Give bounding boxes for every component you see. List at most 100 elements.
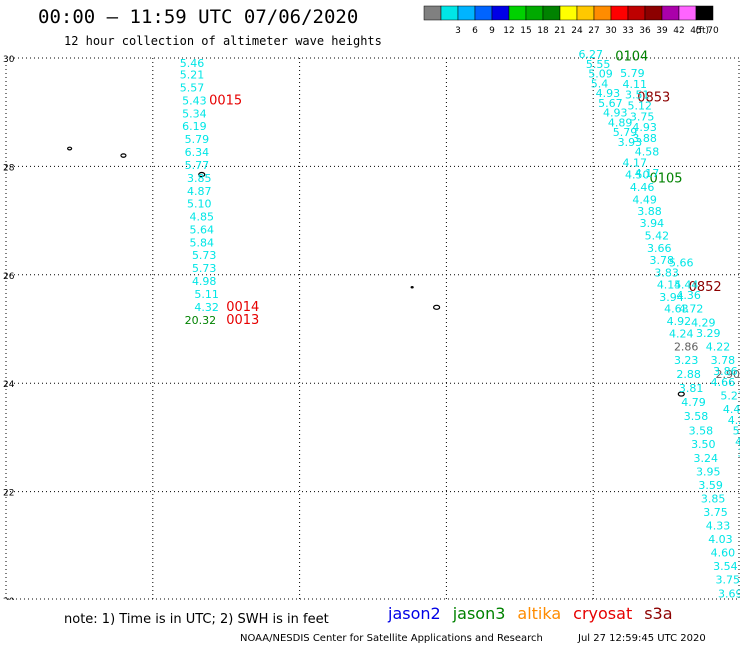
swh-reading: 5.79 bbox=[620, 67, 645, 80]
swh-reading: 5.84 bbox=[190, 237, 215, 250]
legend-label: 33 bbox=[622, 26, 633, 35]
swh-reading: 5.57 bbox=[180, 82, 205, 95]
swh-reading: 5.4 bbox=[591, 77, 609, 90]
swh-reading: 6.19 bbox=[182, 120, 207, 133]
swh-reading: 2.90 bbox=[716, 368, 740, 381]
swh-reading: 5.73 bbox=[192, 262, 217, 275]
legend-label: 27 bbox=[588, 26, 599, 35]
generated-timestamp: Jul 27 12:59:45 UTC 2020 bbox=[578, 633, 706, 644]
island-4 bbox=[410, 285, 414, 289]
legend-label: 45 bbox=[690, 26, 701, 35]
satellite-s3a: s3a bbox=[644, 604, 673, 623]
swh-reading: 4.17 bbox=[623, 156, 648, 169]
swh-reading: 5.27 bbox=[720, 389, 740, 402]
legend-label: 6 bbox=[472, 26, 478, 35]
swh-reading: 3.85 bbox=[701, 492, 726, 505]
pass-time-label: 0852 bbox=[689, 280, 722, 295]
legend-label: 42 bbox=[673, 26, 684, 35]
swh-reading: 4.29 bbox=[728, 414, 740, 427]
swh-reading: 4.66 bbox=[711, 376, 736, 389]
legend-label: 9 bbox=[489, 26, 495, 35]
swh-reading: 4.98 bbox=[192, 275, 217, 288]
legend-label: 15 bbox=[520, 26, 531, 35]
swh-readings: 5.465.215.575.435.346.195.796.345.773.85… bbox=[180, 48, 740, 600]
legend-label: 3 bbox=[455, 26, 461, 35]
swh-reading: 20.32 bbox=[185, 314, 217, 327]
swh-reading: 3.86 bbox=[713, 365, 738, 378]
swh-reading: 5.64 bbox=[190, 224, 215, 237]
swh-reading: 4.63 bbox=[664, 303, 689, 316]
swh-reading: 6.27 bbox=[579, 48, 604, 61]
swh-reading: 3.69 bbox=[718, 587, 740, 600]
swh-reading: 5.66 bbox=[669, 257, 694, 270]
legend-label: 21 bbox=[554, 26, 565, 35]
swh-reading: 3.81 bbox=[679, 382, 704, 395]
swh-reading: 5.10 bbox=[187, 198, 212, 211]
color-legend: 3 6 9 12 15 18 21 24 27 30 33 36 39 42 45 70(ft) bbox=[423, 5, 719, 35]
swh-reading: 3.59 bbox=[698, 479, 723, 492]
swh-reading: 4.17 bbox=[635, 167, 660, 180]
island-3 bbox=[198, 171, 206, 178]
swh-reading: 3.58 bbox=[738, 446, 740, 459]
legend-swatch bbox=[695, 5, 714, 21]
island-6 bbox=[677, 391, 685, 397]
map-subtitle: 12 hour collection of altimeter wave hei… bbox=[64, 34, 382, 48]
swh-reading: 3.75 bbox=[716, 574, 740, 587]
swh-reading: 4.22 bbox=[706, 341, 731, 354]
legend-label: 70 bbox=[707, 26, 719, 35]
swh-reading: 5.67 bbox=[598, 97, 623, 110]
swh-reading: 3.50 bbox=[691, 438, 716, 451]
swh-reading: 4.89 bbox=[608, 116, 633, 129]
swh-reading: 4.60 bbox=[711, 547, 736, 560]
swh-reading: 3.88 bbox=[632, 132, 657, 145]
axis-ticks: -180-177-174-171-168-16302826242220 bbox=[3, 55, 15, 600]
pass-time-label: 0013 bbox=[226, 313, 259, 328]
swh-reading: 4.41 bbox=[723, 403, 740, 416]
legend-label: 12 bbox=[503, 26, 514, 35]
island-2 bbox=[120, 153, 127, 158]
swh-reading: 5.77 bbox=[185, 159, 210, 172]
pass-time-label: 0014 bbox=[226, 300, 259, 315]
swh-reading: 5.11 bbox=[194, 288, 219, 301]
swh-reading: 4.46 bbox=[630, 181, 655, 194]
pass-time-label: 0015 bbox=[209, 94, 242, 109]
swh-reading: 4.79 bbox=[681, 396, 706, 409]
legend-label: 30 bbox=[605, 26, 617, 35]
swh-reading: 4.72 bbox=[679, 303, 704, 316]
swh-reading: 3.29 bbox=[696, 327, 721, 340]
swh-reading: 3.58 bbox=[684, 410, 709, 423]
lat-tick-label: 24 bbox=[3, 380, 15, 390]
lat-tick-label: 20 bbox=[3, 597, 15, 600]
swh-reading: 3.83 bbox=[654, 266, 679, 279]
swh-reading: 4.49 bbox=[632, 193, 657, 206]
swh-reading: 4.03 bbox=[708, 533, 733, 546]
footer-note: note: 1) Time is in UTC; 2) SWH is in fe… bbox=[64, 612, 329, 627]
island-5 bbox=[433, 304, 441, 310]
swh-reading: 3.23 bbox=[674, 354, 699, 367]
island-1 bbox=[67, 146, 73, 151]
legend-unit: (ft) bbox=[695, 26, 709, 35]
pass-time-label: 0104 bbox=[615, 50, 648, 65]
map-title: 00:00 — 11:59 UTC 07/06/2020 bbox=[38, 6, 359, 28]
lat-tick-label: 28 bbox=[3, 163, 15, 173]
swh-reading: 4.24 bbox=[669, 328, 694, 341]
swh-reading: 5.79 bbox=[185, 133, 210, 146]
swh-reading: 4.92 bbox=[667, 315, 692, 328]
credit-line: NOAA/NESDIS Center for Satellite Applica… bbox=[240, 633, 543, 644]
swh-reading: 2.88 bbox=[676, 368, 701, 381]
satellite-cryosat: cryosat bbox=[573, 604, 633, 623]
satellite-jason2: jason2 bbox=[388, 604, 441, 623]
swh-reading: 5.73 bbox=[192, 249, 217, 262]
swh-reading: 5.34 bbox=[182, 108, 207, 121]
swh-reading: 3.75 bbox=[630, 110, 655, 123]
swh-reading: 4.29 bbox=[691, 316, 716, 329]
swh-reading: 2.86 bbox=[674, 341, 699, 354]
swh-reading: 6.34 bbox=[185, 146, 210, 159]
swh-reading: 4.32 bbox=[194, 301, 219, 314]
swh-reading: 5.42 bbox=[645, 230, 670, 243]
swh-reading: 5.79 bbox=[613, 126, 638, 139]
wave-height-map: 5.465.215.575.435.346.195.796.345.773.85… bbox=[3, 48, 740, 600]
swh-reading: 3.58 bbox=[689, 425, 714, 438]
satellite-legend: jason2 jason3 altika cryosat s3a bbox=[388, 604, 685, 623]
swh-reading: 3.24 bbox=[694, 452, 719, 465]
